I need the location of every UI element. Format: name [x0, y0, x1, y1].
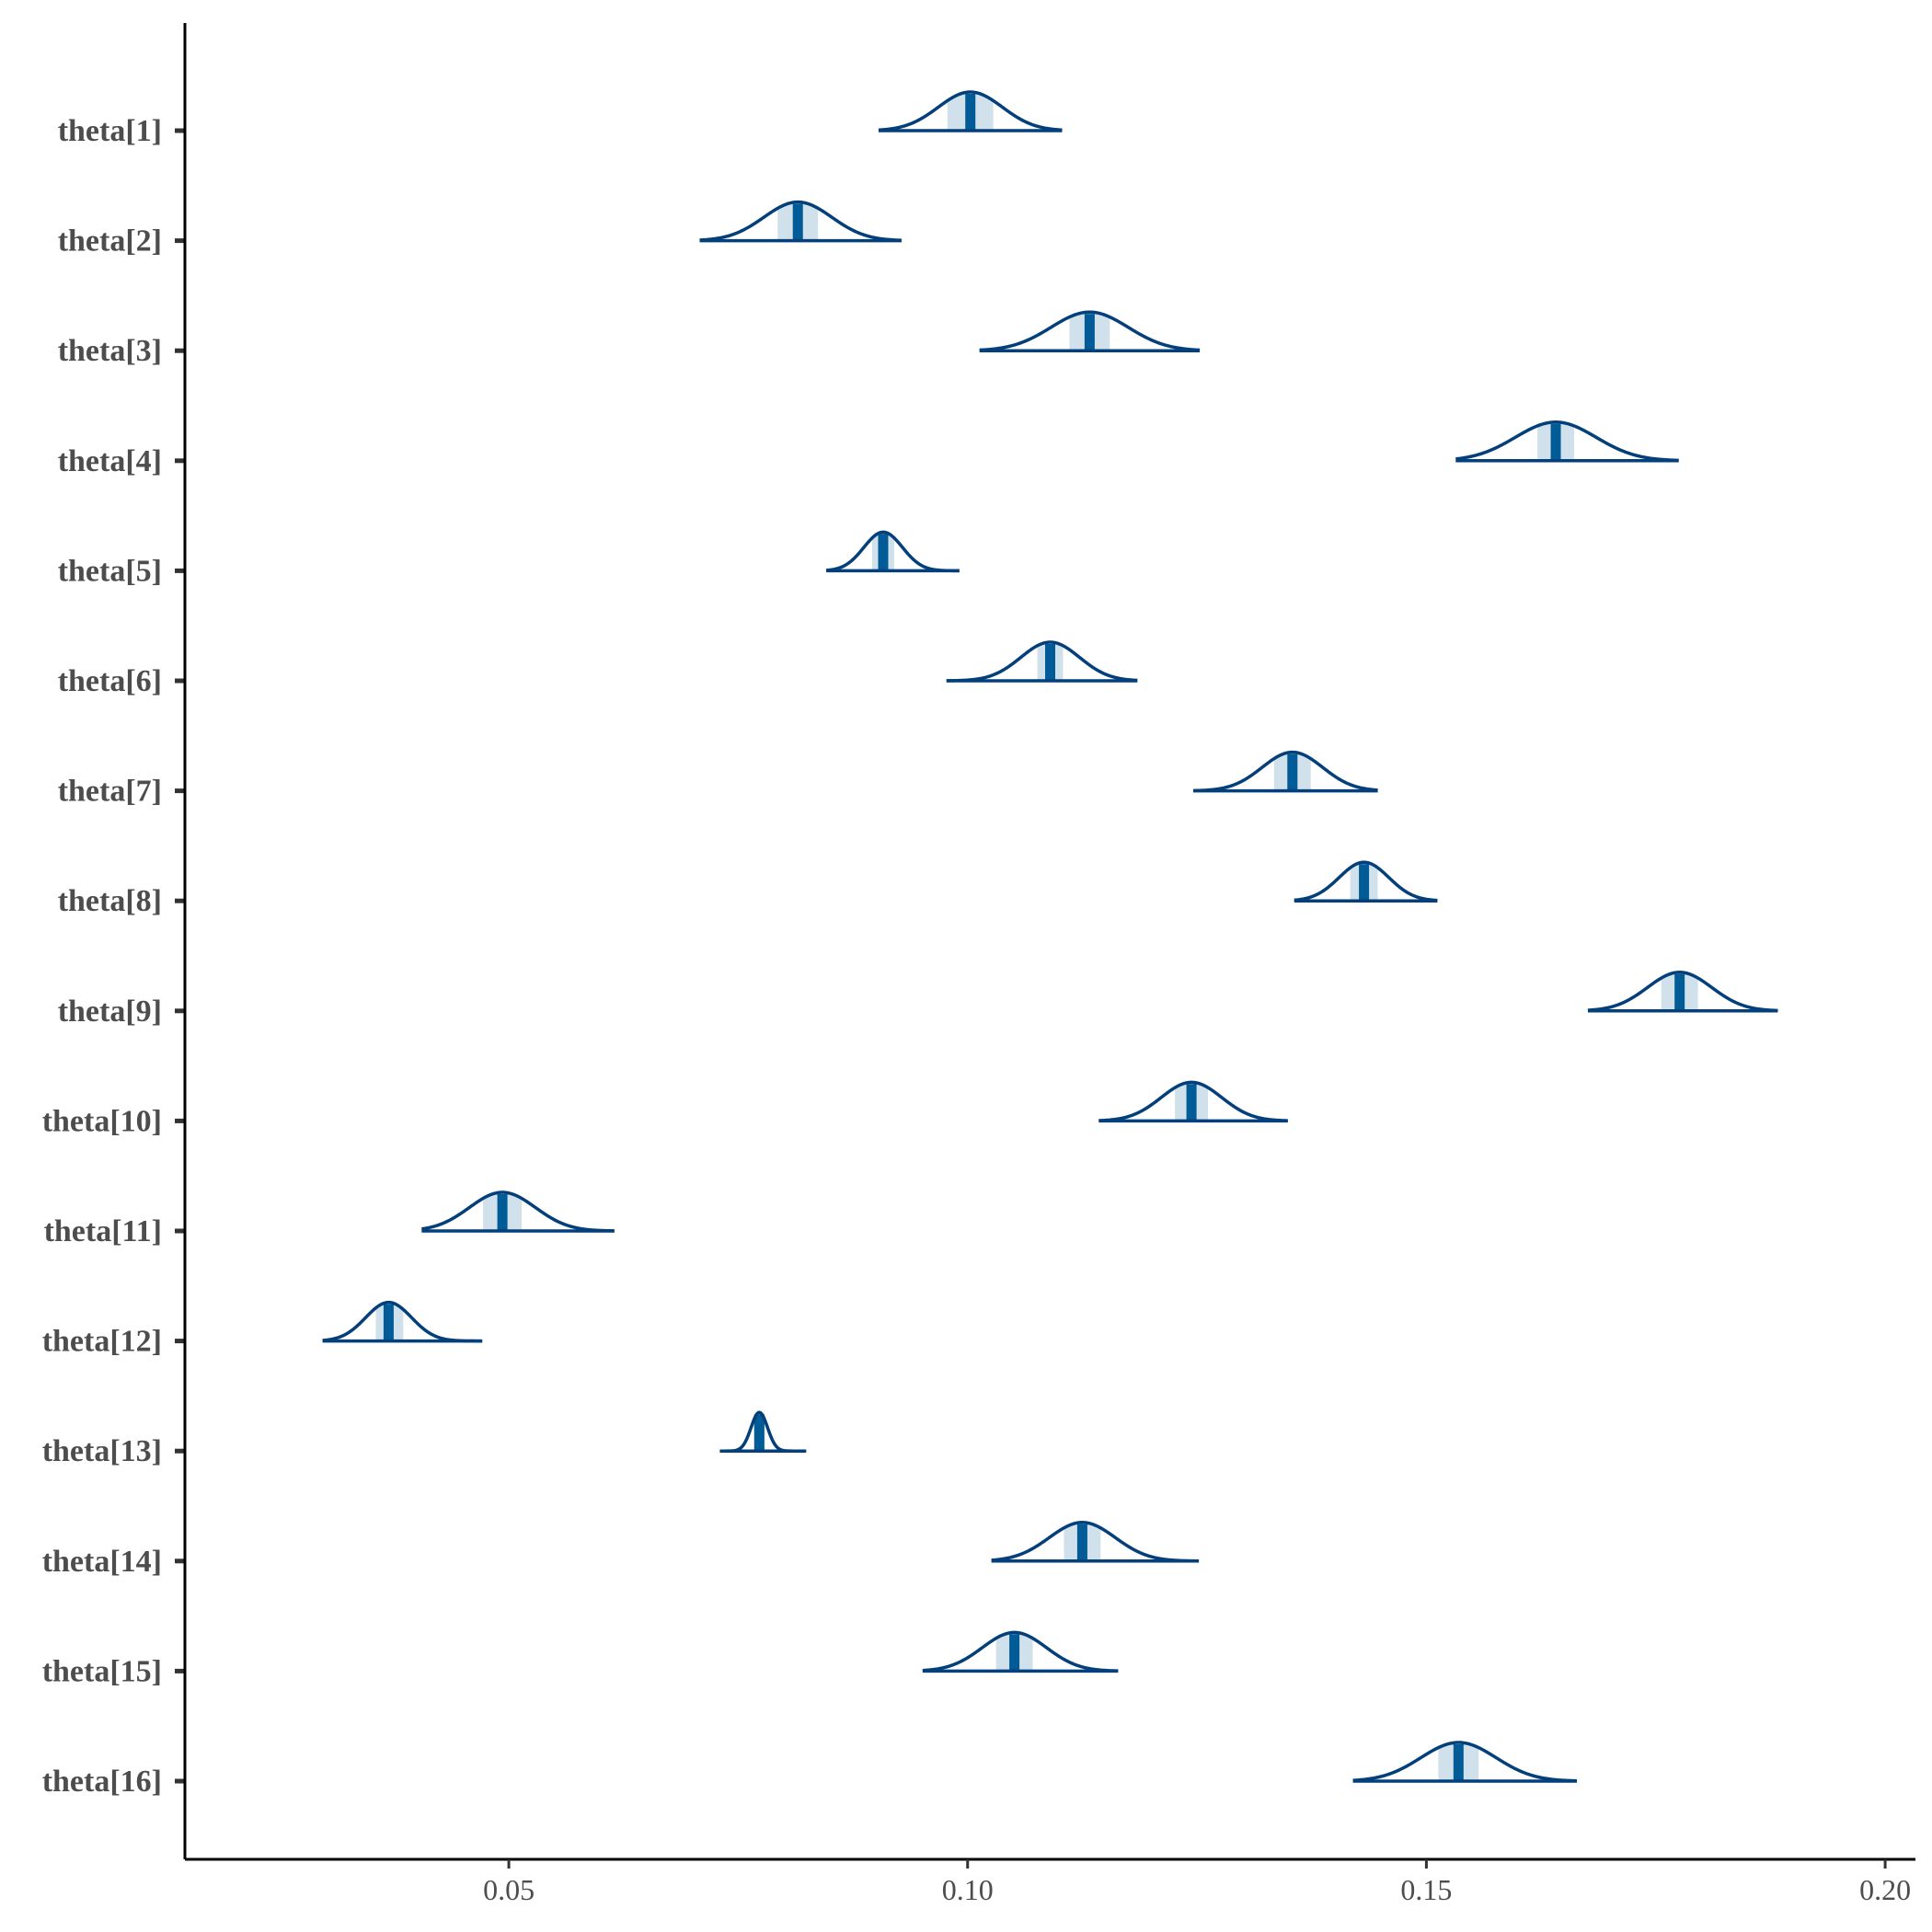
density-curve-8	[1294, 860, 1439, 903]
density-7	[1192, 750, 1378, 793]
density-12	[322, 1300, 483, 1343]
density-curve-14	[991, 1521, 1200, 1563]
y-tick-label-10: theta[10]	[42, 1104, 162, 1138]
y-tick-label-16: theta[16]	[42, 1765, 162, 1799]
density-14	[991, 1521, 1200, 1563]
density-11	[421, 1190, 615, 1233]
density-10	[1098, 1080, 1289, 1123]
density-curve-7	[1192, 750, 1378, 793]
density-13	[719, 1410, 808, 1453]
density-curve-6	[946, 640, 1138, 683]
y-tick-label-5: theta[5]	[58, 554, 162, 588]
y-tick-label-8: theta[8]	[58, 884, 162, 918]
density-1	[878, 90, 1063, 132]
density-curve-16	[1352, 1741, 1578, 1783]
density-curve-2	[699, 200, 903, 242]
density-4	[1455, 420, 1679, 463]
density-curve-11	[421, 1190, 615, 1233]
density-curve-1	[878, 90, 1063, 132]
density-2	[699, 200, 903, 243]
y-tick-label-7: theta[7]	[58, 775, 162, 809]
density-5	[825, 530, 960, 573]
density-15	[922, 1630, 1119, 1673]
y-tick-label-12: theta[12]	[42, 1325, 162, 1359]
density-curve-10	[1098, 1080, 1289, 1122]
axes-layer: theta[1] theta[2] theta[3] theta[4] theta[5]…	[42, 23, 1915, 1906]
density-6	[946, 640, 1138, 683]
x-tick-label-4: 0.20	[1859, 1873, 1911, 1906]
y-tick-label-14: theta[14]	[42, 1545, 162, 1579]
y-tick-label-15: theta[15]	[42, 1654, 162, 1688]
y-tick-label-11: theta[11]	[44, 1214, 162, 1248]
density-curve-3	[979, 310, 1201, 352]
y-tick-label-1: theta[1]	[58, 114, 162, 148]
y-tick-label-9: theta[9]	[58, 995, 162, 1029]
x-tick-label-3: 0.15	[1400, 1873, 1452, 1906]
density-curve-9	[1587, 971, 1778, 1013]
y-tick-label-4: theta[4]	[58, 444, 162, 478]
density-layer	[322, 90, 1778, 1783]
density-curve-4	[1455, 420, 1679, 463]
density-9	[1587, 971, 1778, 1013]
density-8	[1294, 860, 1439, 903]
density-3	[979, 310, 1201, 352]
y-tick-label-3: theta[3]	[58, 334, 162, 368]
y-tick-label-13: theta[13]	[42, 1434, 162, 1468]
x-tick-label-2: 0.10	[942, 1873, 994, 1906]
x-tick-label-1: 0.05	[483, 1873, 535, 1906]
density-curve-15	[922, 1630, 1119, 1673]
density-16	[1352, 1741, 1578, 1783]
y-tick-label-6: theta[6]	[58, 664, 162, 698]
y-tick-label-2: theta[2]	[58, 224, 162, 259]
